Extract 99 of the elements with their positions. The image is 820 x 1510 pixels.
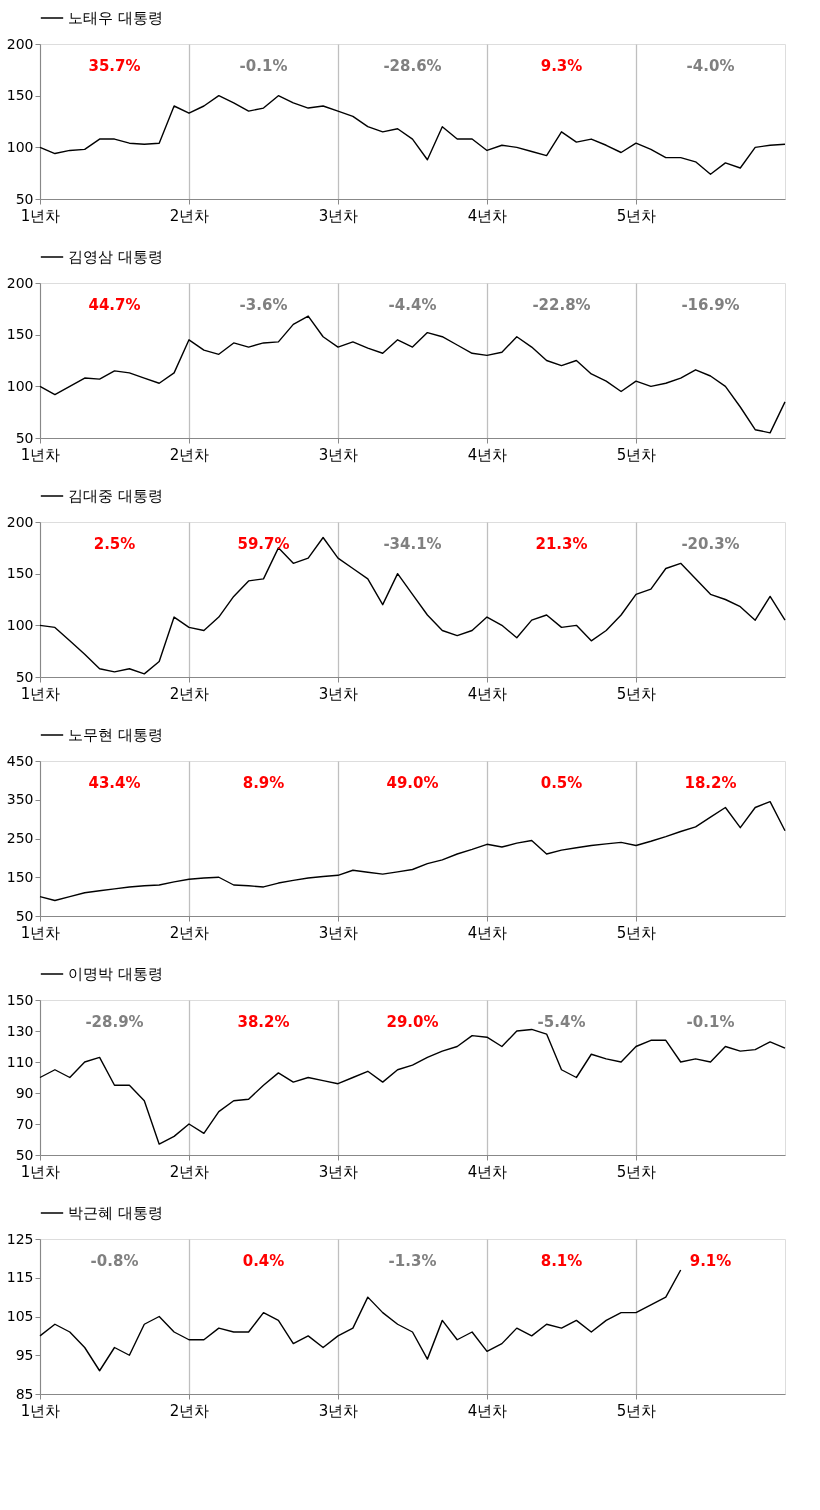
annotation: -0.8% [90, 1252, 139, 1270]
annotation: -22.8% [532, 296, 591, 314]
annotation: 9.1% [689, 1252, 732, 1270]
y-tick-label: 150 [6, 326, 34, 343]
annotation: -1.3% [388, 1252, 437, 1270]
x-tick-label: 3년차 [318, 923, 359, 942]
x-tick-label: 1년차 [20, 684, 61, 703]
annotation: 0.4% [242, 1252, 285, 1270]
y-tick-label: 350 [6, 791, 34, 808]
y-tick-label: 110 [6, 1053, 34, 1070]
annotation: 8.9% [242, 774, 285, 792]
y-tick-label: 50 [15, 668, 34, 685]
y-tick-label: 250 [6, 830, 34, 846]
annotation: 0.5% [540, 774, 583, 792]
y-tick-label: 95 [15, 1346, 34, 1363]
legend-label: 김영삼 대통령 [68, 248, 163, 266]
x-tick-label: 5년차 [616, 445, 657, 464]
annotation: -4.0% [686, 57, 735, 75]
x-tick-label: 2년차 [169, 923, 210, 942]
y-tick-label: 130 [6, 1022, 34, 1039]
annotation: -34.1% [383, 535, 442, 553]
x-tick-label: 4년차 [467, 684, 508, 703]
annotation: -16.9% [681, 296, 740, 314]
x-tick-label: 2년차 [169, 684, 210, 703]
annotation: 9.3% [540, 57, 583, 75]
y-tick-label: 50 [15, 190, 34, 207]
annotation: -5.4% [537, 1013, 586, 1031]
x-tick-label: 3년차 [318, 1401, 359, 1420]
x-tick-label: 2년차 [169, 1162, 210, 1181]
annotation: -28.9% [85, 1013, 144, 1031]
x-tick-label: 2년차 [169, 1401, 210, 1420]
x-tick-label: 1년차 [20, 1401, 61, 1420]
x-tick-label: 1년차 [20, 923, 61, 942]
line-series [39, 800, 786, 902]
x-tick-label: 2년차 [169, 445, 210, 464]
y-tick-label: 115 [6, 1269, 34, 1286]
y-tick-label: 105 [6, 1308, 34, 1324]
legend-label: 김대중 대통령 [68, 487, 163, 505]
line-series [39, 315, 786, 434]
y-tick-label: 50 [15, 1146, 34, 1163]
y-tick-label: 150 [6, 991, 34, 1008]
y-tick-label: 200 [6, 35, 34, 52]
x-tick-label: 4년차 [467, 1401, 508, 1420]
y-tick-label: 85 [15, 1385, 34, 1402]
x-tick-label: 5년차 [616, 923, 657, 942]
y-tick-label: 450 [6, 752, 34, 769]
annotation: 21.3% [535, 535, 588, 553]
annotation: -28.6% [383, 57, 442, 75]
y-tick-label: 200 [6, 513, 34, 530]
x-tick-label: 5년차 [616, 684, 657, 703]
y-tick-label: 100 [6, 616, 34, 633]
x-tick-label: 4년차 [467, 445, 508, 464]
annotation: -0.1% [239, 57, 288, 75]
x-tick-label: 3년차 [318, 1162, 359, 1181]
x-tick-label: 2년차 [169, 206, 210, 225]
annotation: 43.4% [88, 774, 141, 792]
annotation: 29.0% [386, 1013, 439, 1031]
y-tick-label: 100 [6, 377, 34, 394]
legend-label: 노무현 대통령 [68, 726, 163, 744]
x-tick-label: 3년차 [318, 206, 359, 225]
annotation: 35.7% [88, 57, 141, 75]
annotation: 59.7% [237, 535, 290, 553]
x-tick-label: 4년차 [467, 923, 508, 942]
y-tick-label: 100 [6, 138, 34, 155]
annotation: -20.3% [681, 535, 740, 553]
annotation: 44.7% [88, 296, 141, 314]
line-series [39, 1028, 786, 1145]
x-tick-label: 3년차 [318, 684, 359, 703]
y-tick-label: 200 [6, 274, 34, 291]
x-tick-label: 1년차 [20, 445, 61, 464]
y-tick-label: 50 [15, 429, 34, 446]
x-tick-label: 1년차 [20, 1162, 61, 1181]
y-tick-label: 150 [6, 87, 34, 104]
y-tick-label: 70 [15, 1115, 34, 1132]
x-tick-label: 5년차 [616, 1401, 657, 1420]
x-tick-label: 4년차 [467, 1162, 508, 1181]
line-series [39, 1269, 682, 1372]
x-tick-label: 5년차 [616, 1162, 657, 1181]
y-tick-label: 150 [6, 565, 34, 582]
annotation: 49.0% [386, 774, 439, 792]
x-tick-label: 1년차 [20, 206, 61, 225]
annotation: 38.2% [237, 1013, 290, 1031]
legend-label: 이명박 대통령 [68, 965, 163, 983]
y-tick-label: 90 [15, 1084, 34, 1101]
x-tick-label: 5년차 [616, 206, 657, 225]
y-tick-label: 50 [15, 907, 34, 924]
y-tick-label: 150 [6, 868, 34, 885]
x-tick-label: 3년차 [318, 445, 359, 464]
annotation: 18.2% [684, 774, 737, 792]
legend-label: 노태우 대통령 [68, 9, 163, 27]
annotation: 2.5% [93, 535, 136, 553]
x-tick-label: 4년차 [467, 206, 508, 225]
annotation: -0.1% [686, 1013, 735, 1031]
annotation: 8.1% [540, 1252, 583, 1270]
y-tick-label: 125 [6, 1230, 34, 1247]
line-series [39, 94, 786, 175]
annotation: -3.6% [239, 296, 288, 314]
annotation: -4.4% [388, 296, 437, 314]
legend-label: 박근혜 대통령 [68, 1204, 163, 1222]
